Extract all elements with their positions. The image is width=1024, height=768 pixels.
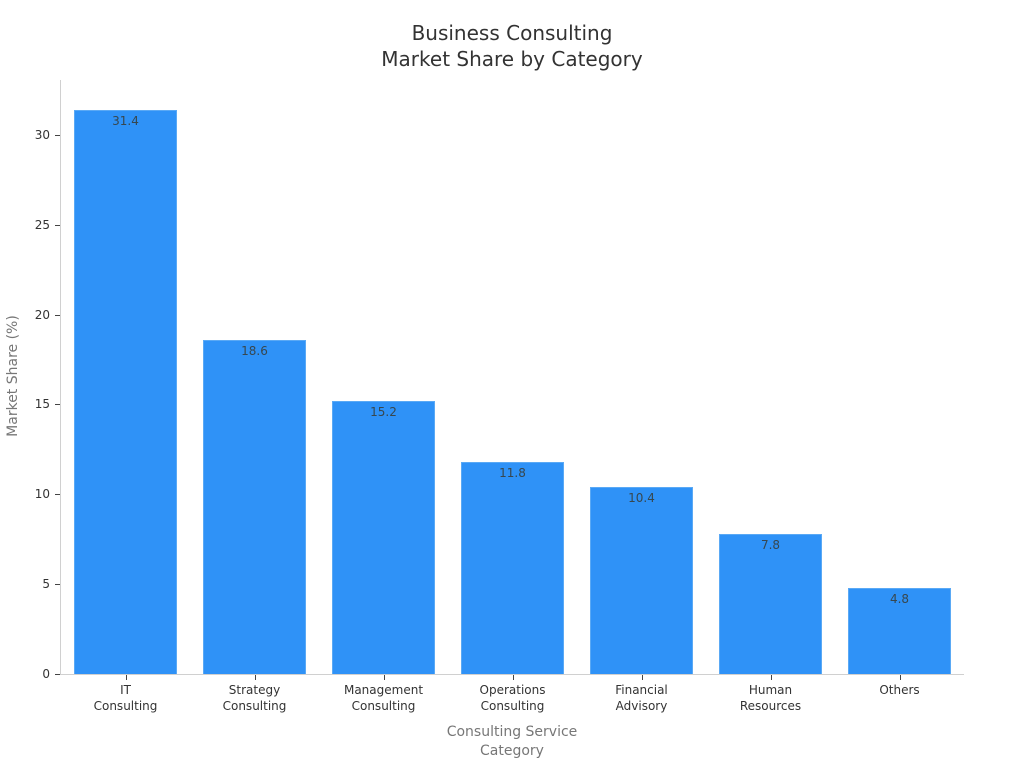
bar-value-label: 15.2 [370,404,397,419]
bar [332,400,435,674]
y-tick-label: 20 [34,307,50,322]
x-tick-label: Management Consulting [343,683,424,713]
y-tick [55,314,60,316]
x-tick [255,675,256,680]
y-tick [55,674,60,675]
chart-title-line1: Business Consulting [411,21,613,45]
x-tick [513,675,514,680]
y-tick [55,584,60,586]
bar [74,109,177,674]
x-tick [900,675,901,680]
y-tick [55,494,60,496]
y-tick-label: 15 [34,397,50,412]
chart-title-line2: Market Share by Category [381,47,643,71]
x-tick [771,675,772,680]
x-axis-title: Consulting Service Category [412,723,612,761]
y-tick-label: 30 [34,127,50,142]
x-axis-line [60,674,964,675]
y-tick-label: 10 [34,487,50,502]
y-tick-label: 0 [42,667,50,681]
bar-value-label: 7.8 [760,537,781,552]
bar-value-label: 31.4 [112,113,139,128]
x-tick-label: IT Consulting [93,683,158,713]
y-axis-line [60,80,61,675]
chart-title: Business Consulting Market Share by Cate… [0,20,1024,72]
bar [203,339,306,674]
y-tick [55,134,60,136]
y-axis-title: Market Share (%) [5,315,21,437]
bar-value-label: 11.8 [499,465,526,480]
x-tick [642,675,643,680]
x-tick-label: Others [879,683,920,697]
y-tick [55,224,60,226]
bar-value-label: 10.4 [628,491,655,506]
y-tick-label: 25 [34,217,50,232]
bar-value-label: 18.6 [241,343,268,358]
bar [848,587,951,674]
x-axis-title-line2: Category [480,743,544,759]
x-tick [126,675,127,680]
bar [461,461,564,674]
bar [719,533,822,674]
x-tick-label: Strategy Consulting [222,683,287,713]
x-tick-label: Operations Consulting [479,683,546,713]
x-tick-label: Financial Advisory [615,683,668,713]
y-tick [55,404,60,406]
bar-value-label: 4.8 [889,591,910,606]
y-tick-label: 5 [42,577,50,592]
x-axis-title-line1: Consulting Service [446,724,578,740]
x-tick-label: Human Resources [739,683,802,713]
x-tick [384,675,385,680]
bar [590,487,693,674]
